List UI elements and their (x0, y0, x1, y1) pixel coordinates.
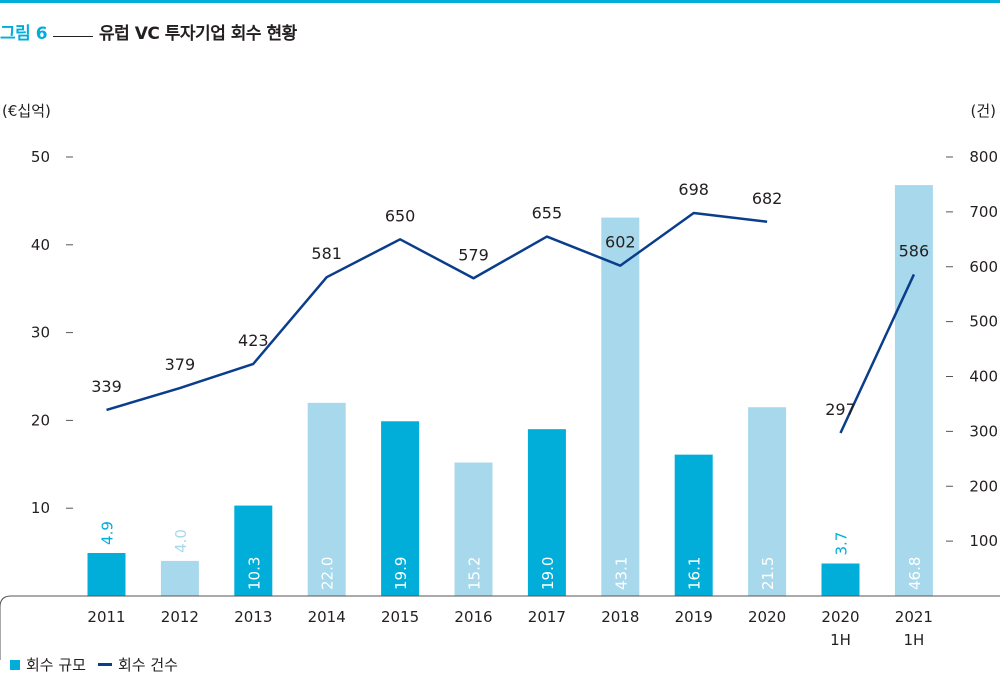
right-axis-tick-label: 300 (969, 422, 998, 440)
figure-number: 그림 6 (0, 23, 48, 44)
x-axis-tick-label: 2018 (601, 608, 639, 626)
bar-value-label: 22.0 (319, 557, 337, 590)
right-axis-tick-label: 200 (969, 477, 998, 495)
bar-value-label: 43.1 (612, 557, 630, 590)
x-axis-baseline (0, 595, 1000, 660)
bar-value-label: 4.0 (172, 529, 190, 553)
top-accent-rule (0, 0, 1000, 3)
x-axis-tick-label: 2012 (161, 608, 199, 626)
right-axis-tick-label: 100 (969, 532, 998, 550)
left-axis-tick-label: 20 (31, 411, 50, 429)
left-axis-tick-label: 40 (31, 236, 50, 254)
line-value-label: 586 (899, 241, 930, 260)
x-axis-tick-label: 1H (903, 631, 924, 649)
right-axis-tick-label: 700 (969, 203, 998, 221)
bar-2011 (87, 552, 126, 596)
bar-2015 (381, 421, 420, 596)
bar-value-label: 19.0 (539, 557, 557, 590)
right-axis-tick-label: 500 (969, 313, 998, 331)
bar-2020-1H (821, 563, 860, 596)
x-axis-tick-label: 2011 (87, 608, 125, 626)
bar-2013 (234, 505, 273, 596)
line-value-label: 602 (605, 233, 636, 252)
legend-line-label: 회수 건수 (117, 656, 178, 674)
x-axis-tick-label: 2013 (234, 608, 272, 626)
x-axis-tick-label: 2017 (528, 608, 566, 626)
bar-value-label: 4.9 (99, 521, 117, 545)
legend-bar-swatch (10, 659, 20, 670)
left-axis-tick-label: 10 (31, 499, 50, 517)
bar-2014 (307, 402, 346, 596)
x-axis-tick-label: 2019 (675, 608, 713, 626)
left-axis-unit: (€십억) (2, 102, 51, 120)
line-value-label: 379 (165, 355, 196, 374)
bar-2017 (527, 429, 566, 596)
line-value-label: 650 (385, 206, 416, 225)
left-axis-tick-label: 50 (31, 148, 50, 166)
bar-2019 (674, 454, 713, 596)
line-value-label: 655 (532, 204, 563, 223)
x-axis-tick-label: 2015 (381, 608, 419, 626)
line-series-segment-1 (106, 211, 768, 412)
bar-value-label: 16.1 (686, 557, 704, 590)
bar-2021-1H (894, 185, 933, 596)
x-axis-tick-label: 1H (830, 631, 851, 649)
line-value-label: 297 (825, 400, 856, 419)
x-axis-tick-label: 2020 (748, 608, 786, 626)
x-axis-tick-label: 2016 (454, 608, 492, 626)
bar-value-label: 3.7 (833, 532, 851, 556)
bar-2016 (454, 462, 493, 596)
bar-2020 (748, 407, 787, 596)
bar-value-label: 46.8 (906, 557, 924, 590)
right-axis-unit: (건) (970, 102, 996, 120)
bar-value-label: 10.3 (245, 557, 263, 590)
chart-legend: 회수 규모 회수 건수 (10, 654, 178, 675)
legend-line-swatch (97, 663, 112, 666)
legend-bar-label: 회수 규모 (26, 656, 86, 674)
x-axis-tick-label: 2021 (895, 608, 933, 626)
bar-value-label: 19.9 (392, 557, 410, 590)
line-value-label: 581 (311, 244, 342, 263)
line-value-label: 698 (678, 180, 709, 199)
right-axis-tick-label: 400 (969, 368, 998, 386)
line-series-segment-2 (839, 273, 916, 434)
right-axis-tick-label: 600 (969, 258, 998, 276)
figure-header-divider (53, 35, 94, 37)
line-value-label: 579 (458, 245, 489, 264)
line-value-label: 423 (238, 331, 269, 350)
line-value-label: 682 (752, 189, 783, 208)
right-axis-tick-label: 800 (969, 148, 998, 166)
bar-2018 (601, 217, 640, 596)
figure-header: 그림 6 유럽 VC 투자기업 회수 현황 (0, 18, 297, 44)
bar-value-label: 21.5 (759, 557, 777, 590)
bar-2012 (160, 560, 199, 596)
chart-title: 유럽 VC 투자기업 회수 현황 (99, 23, 297, 44)
x-axis-tick-label: 2014 (308, 608, 346, 626)
x-axis-tick-label: 2020 (821, 608, 859, 626)
left-axis-tick-label: 30 (31, 324, 50, 342)
bar-value-label: 15.2 (466, 557, 484, 590)
line-value-label: 339 (91, 377, 122, 396)
